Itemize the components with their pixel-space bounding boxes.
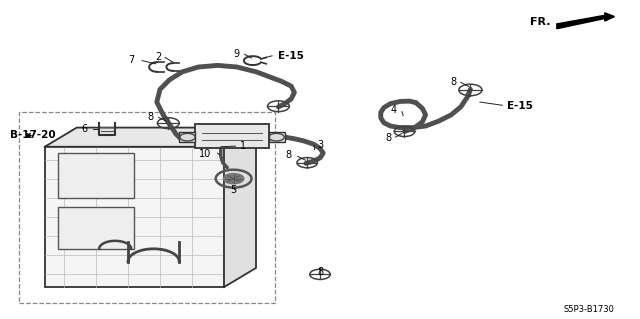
FancyBboxPatch shape — [269, 132, 285, 142]
FancyBboxPatch shape — [58, 153, 134, 198]
FancyBboxPatch shape — [195, 124, 269, 148]
FancyBboxPatch shape — [179, 132, 195, 142]
Text: B-17-20: B-17-20 — [10, 130, 55, 140]
Text: E-15: E-15 — [507, 101, 532, 111]
Text: 1: 1 — [240, 141, 246, 151]
Text: FR.: FR. — [530, 17, 550, 27]
Text: 8: 8 — [147, 112, 154, 122]
Text: 3: 3 — [317, 139, 324, 150]
Text: E-15: E-15 — [278, 50, 304, 61]
Text: S5P3-B1730: S5P3-B1730 — [564, 305, 614, 314]
Text: 8: 8 — [385, 133, 392, 144]
Text: 8: 8 — [450, 77, 456, 87]
Bar — [19, 112, 275, 303]
Text: 7: 7 — [128, 55, 134, 65]
Text: 8: 8 — [285, 150, 292, 160]
Text: 10: 10 — [199, 149, 211, 159]
Text: 5: 5 — [230, 185, 237, 196]
Text: 2: 2 — [156, 52, 162, 62]
Text: 8: 8 — [317, 267, 323, 277]
Text: 4: 4 — [390, 105, 397, 115]
Polygon shape — [557, 13, 614, 29]
FancyBboxPatch shape — [58, 207, 134, 249]
Text: 9: 9 — [234, 48, 240, 59]
Polygon shape — [224, 128, 256, 287]
FancyBboxPatch shape — [45, 147, 224, 287]
Text: 6: 6 — [81, 124, 88, 134]
Circle shape — [223, 174, 244, 184]
Polygon shape — [45, 128, 256, 147]
